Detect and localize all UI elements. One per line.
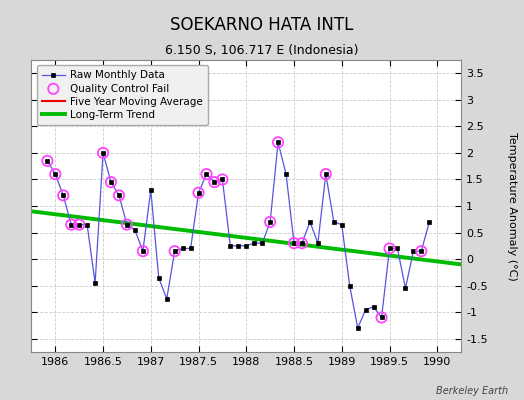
Quality Control Fail xyxy=(377,314,386,321)
Quality Control Fail xyxy=(59,192,68,198)
Raw Monthly Data xyxy=(307,220,313,224)
Raw Monthly Data xyxy=(378,315,385,320)
Quality Control Fail xyxy=(385,245,394,252)
Raw Monthly Data xyxy=(363,307,369,312)
Quality Control Fail xyxy=(123,221,131,228)
Quality Control Fail xyxy=(202,171,211,177)
Raw Monthly Data xyxy=(60,193,67,198)
Raw Monthly Data xyxy=(331,220,337,224)
Raw Monthly Data xyxy=(323,172,329,176)
Line: Raw Monthly Data: Raw Monthly Data xyxy=(45,140,431,330)
Raw Monthly Data xyxy=(219,177,225,182)
Raw Monthly Data xyxy=(346,283,353,288)
Raw Monthly Data xyxy=(315,241,321,246)
Raw Monthly Data xyxy=(156,275,162,280)
Quality Control Fail xyxy=(194,190,203,196)
Text: Berkeley Earth: Berkeley Earth xyxy=(436,386,508,396)
Raw Monthly Data xyxy=(211,180,217,184)
Raw Monthly Data xyxy=(386,246,392,251)
Raw Monthly Data xyxy=(259,241,265,246)
Quality Control Fail xyxy=(75,221,83,228)
Raw Monthly Data xyxy=(203,172,210,176)
Raw Monthly Data xyxy=(195,190,202,195)
Raw Monthly Data xyxy=(426,220,432,224)
Text: 6.150 S, 106.717 E (Indonesia): 6.150 S, 106.717 E (Indonesia) xyxy=(165,44,359,57)
Raw Monthly Data xyxy=(163,296,170,301)
Quality Control Fail xyxy=(99,150,107,156)
Quality Control Fail xyxy=(43,158,51,164)
Raw Monthly Data xyxy=(291,241,297,246)
Raw Monthly Data xyxy=(76,222,82,227)
Quality Control Fail xyxy=(322,171,330,177)
Raw Monthly Data xyxy=(410,249,417,254)
Raw Monthly Data xyxy=(402,286,409,291)
Raw Monthly Data xyxy=(394,246,400,251)
Raw Monthly Data xyxy=(339,222,345,227)
Raw Monthly Data xyxy=(418,249,424,254)
Raw Monthly Data xyxy=(108,180,114,184)
Quality Control Fail xyxy=(115,192,123,198)
Quality Control Fail xyxy=(417,248,425,254)
Quality Control Fail xyxy=(210,179,219,185)
Quality Control Fail xyxy=(67,221,75,228)
Quality Control Fail xyxy=(218,176,226,183)
Quality Control Fail xyxy=(274,139,282,146)
Raw Monthly Data xyxy=(235,244,242,248)
Raw Monthly Data xyxy=(355,326,361,330)
Raw Monthly Data xyxy=(275,140,281,145)
Y-axis label: Temperature Anomaly (°C): Temperature Anomaly (°C) xyxy=(507,132,517,280)
Raw Monthly Data xyxy=(148,188,154,192)
Quality Control Fail xyxy=(170,248,179,254)
Quality Control Fail xyxy=(266,219,275,225)
Raw Monthly Data xyxy=(370,304,377,309)
Quality Control Fail xyxy=(290,240,298,246)
Quality Control Fail xyxy=(298,240,306,246)
Raw Monthly Data xyxy=(188,246,194,251)
Legend: Raw Monthly Data, Quality Control Fail, Five Year Moving Average, Long-Term Tren: Raw Monthly Data, Quality Control Fail, … xyxy=(37,65,208,125)
Quality Control Fail xyxy=(139,248,147,254)
Raw Monthly Data xyxy=(179,246,185,251)
Raw Monthly Data xyxy=(140,249,146,254)
Raw Monthly Data xyxy=(251,241,257,246)
Raw Monthly Data xyxy=(171,249,178,254)
Raw Monthly Data xyxy=(132,228,138,232)
Raw Monthly Data xyxy=(68,222,74,227)
Raw Monthly Data xyxy=(44,158,50,163)
Text: SOEKARNO HATA INTL: SOEKARNO HATA INTL xyxy=(170,16,354,34)
Raw Monthly Data xyxy=(124,222,130,227)
Raw Monthly Data xyxy=(283,172,289,176)
Raw Monthly Data xyxy=(116,193,122,198)
Raw Monthly Data xyxy=(92,280,99,285)
Raw Monthly Data xyxy=(100,150,106,155)
Raw Monthly Data xyxy=(84,222,90,227)
Raw Monthly Data xyxy=(267,220,274,224)
Quality Control Fail xyxy=(51,171,60,177)
Raw Monthly Data xyxy=(52,172,59,176)
Raw Monthly Data xyxy=(243,244,249,248)
Quality Control Fail xyxy=(107,179,115,185)
Raw Monthly Data xyxy=(299,241,305,246)
Raw Monthly Data xyxy=(227,244,234,248)
